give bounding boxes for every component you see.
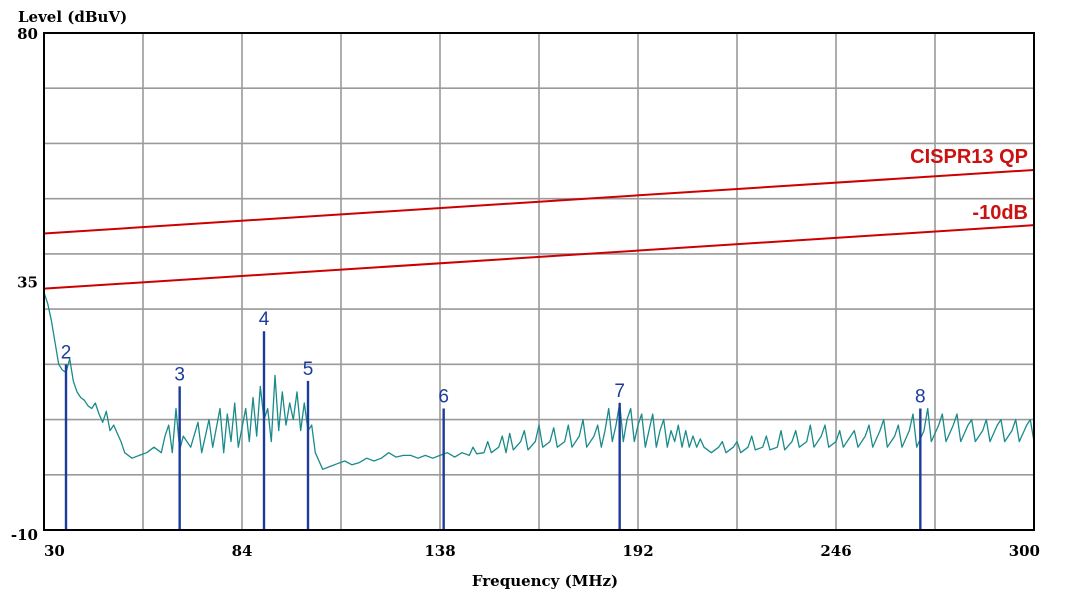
limit-line (43, 224, 1035, 290)
x-tick-label: 30 (44, 542, 65, 560)
marker-label: 8 (915, 387, 926, 408)
trace (43, 292, 1035, 470)
marker-label: 2 (61, 342, 72, 363)
x-tick-label: 192 (622, 542, 653, 560)
y-tick-label: 80 (17, 25, 38, 43)
marker-label: 5 (303, 359, 314, 380)
limit-line-label: -10dB (972, 202, 1028, 224)
x-tick-label: 246 (820, 542, 851, 560)
x-tick-label: 84 (232, 542, 253, 560)
marker-label: 7 (614, 381, 625, 402)
trace-line (43, 292, 1035, 470)
x-axis-ticks: 30 84 138 192 246 300 (44, 542, 1040, 560)
x-axis-label: Frequency (MHz) (472, 572, 618, 590)
marker-label: 4 (259, 309, 270, 330)
marker-label: 3 (174, 364, 185, 385)
y-axis-label: Level (dBuV) (18, 8, 127, 26)
x-tick-label: 138 (424, 542, 455, 560)
marker-label: 6 (438, 387, 449, 408)
plot-frame (43, 32, 1035, 531)
y-tick-label: -10 (11, 526, 38, 544)
limit-lines: CISPR13 QP -10dB (43, 146, 1035, 290)
x-tick-label: 300 (1009, 542, 1040, 560)
limit-line (43, 168, 1035, 235)
markers: 2 3 4 5 6 7 8 (61, 309, 926, 530)
y-tick-label: 35 (17, 274, 38, 292)
grid (44, 33, 1034, 530)
y-axis-ticks: 80 35 -10 (11, 25, 38, 544)
limit-line-label: CISPR13 QP (910, 146, 1028, 168)
